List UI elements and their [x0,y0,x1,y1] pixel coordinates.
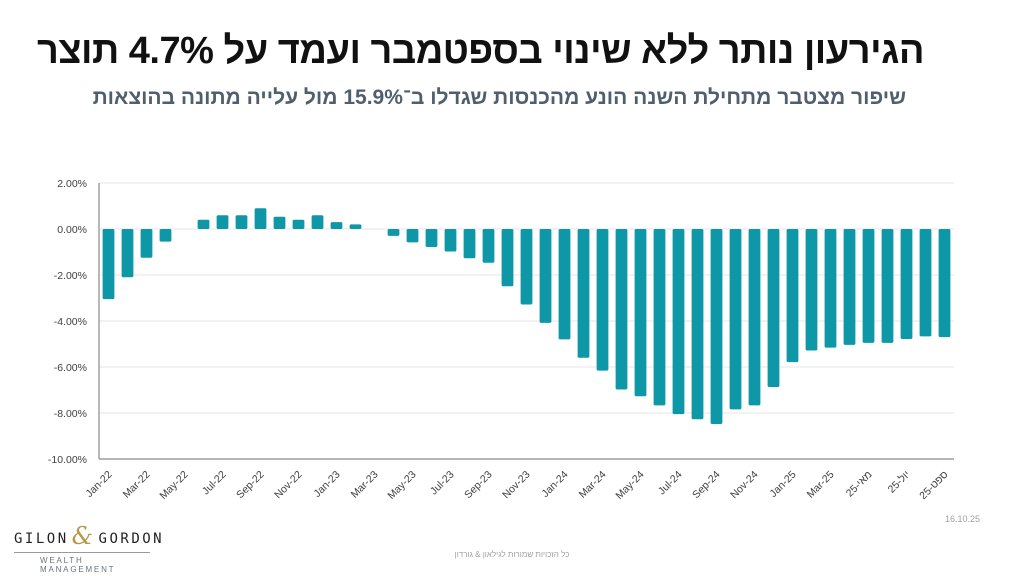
y-tick-label: 0.00% [57,224,87,236]
bar-Dec-24 [767,229,780,388]
bar-Jan-25 [786,229,799,363]
bar-Sep-22 [254,208,267,229]
bar-Jan-22 [102,229,115,300]
bar-Aug-23 [463,229,476,259]
bar-Oct-24 [729,229,742,410]
bar-Jun-22 [197,219,210,229]
bar-Aug-22 [235,215,248,229]
logo-ampersand: & [71,522,96,550]
x-tick-label: May-24 [613,469,646,502]
x-tick-label: Mar-23 [349,469,381,501]
y-tick-label: -6.00% [54,362,87,374]
bar-Jul-24 [672,229,685,415]
bar-Apr-23 [387,229,400,236]
bar-Feb-25 [805,229,818,351]
x-tick-label: ספט-25 [917,469,950,502]
x-tick-label: Jul-24 [656,469,685,498]
bar-Aug-24 [691,229,704,420]
x-tick-label: Jan-24 [539,469,570,500]
bars [102,208,951,425]
bar-Jan-23 [330,222,343,229]
bar-Dec-23 [539,229,552,323]
bar-Jun-25 [881,229,894,343]
bar-Oct-23 [501,229,514,287]
x-tick-label: יול-25 [886,469,913,496]
page-title: הגירעון נותר ללא שינוי בספטמבר ועמד על 4… [36,30,925,72]
company-logo: GILON & GORDON WEALTH MANAGEMENT [14,522,162,574]
x-tick-label: מאי-25 [844,469,875,500]
bar-Dec-22 [311,215,324,229]
bar-Oct-22 [273,216,286,229]
x-tick-label: May-22 [157,469,190,502]
x-tick-label: Nov-23 [500,469,533,502]
bar-Apr-24 [615,229,628,390]
bar-May-23 [406,229,419,243]
bar-Nov-24 [748,229,761,406]
x-tick-label: Nov-24 [728,469,761,502]
bar-Apr-22 [159,229,172,242]
logo-subtitle: WEALTH MANAGEMENT [40,556,116,574]
bar-Aug-25 [919,229,932,337]
copyright-text: כל הזכויות שמורות לגילאון & גורדון [454,550,570,559]
bar-Nov-22 [292,219,305,229]
y-tick-label: -8.00% [54,408,87,420]
bar-Sep-25 [938,229,951,338]
x-tick-label: Sep-22 [234,469,267,502]
slide-date: 16.10.25 [944,514,980,524]
logo-divider [14,552,150,553]
y-tick-label: 2.00% [57,178,87,190]
x-tick-label: Jul-23 [428,469,457,498]
logo-word-right: GORDON [98,531,165,547]
x-tick-label: Sep-24 [690,469,723,502]
bar-Feb-24 [577,229,590,358]
bar-Mar-25 [824,229,837,348]
bar-Nov-23 [520,229,533,305]
x-tick-label: Mar-22 [121,469,153,501]
x-tick-label: Jul-22 [200,469,229,498]
bar-Sep-24 [710,229,723,425]
x-tick-label: Jan-25 [767,469,798,500]
bar-Jun-24 [653,229,666,406]
bar-Mar-22 [140,229,153,258]
x-tick-label: May-23 [385,469,418,502]
bar-Mar-24 [596,229,609,371]
x-tick-label: Sep-23 [462,469,495,502]
bar-Feb-22 [121,229,134,278]
y-axis-ticks: 2.00% 0.00% -2.00% -4.00% -6.00% -8.00% -10.00… [48,178,87,466]
x-axis-ticks: Jan-22 Mar-22 May-22 Jul-22 Sep-22 Nov-22 Jan-… [83,469,950,503]
y-tick-label: -2.00% [54,270,87,282]
axes [98,183,954,460]
bar-Jun-23 [425,229,438,247]
x-tick-label: Mar-24 [577,469,609,501]
x-tick-label: Mar-25 [805,469,837,501]
bar-Jul-23 [444,229,457,252]
page-subtitle: שיפור מצטבר מתחילת השנה הונע מהכנסות שגד… [92,86,906,109]
x-tick-label: Jan-23 [311,469,342,500]
bar-Jan-24 [558,229,571,340]
bar-Jul-22 [216,215,229,229]
bar-Feb-23 [349,224,362,229]
logo-word-left: GILON [14,531,69,547]
bar-Sep-23 [482,229,495,263]
bar-Apr-25 [843,229,856,345]
x-tick-label: Nov-22 [272,469,305,502]
bar-May-24 [634,229,647,397]
bar-Jul-25 [900,229,913,339]
y-tick-label: -4.00% [54,316,87,328]
y-tick-label: -10.00% [48,454,87,466]
x-tick-label: Jan-22 [83,469,114,500]
bar-May-25 [862,229,875,343]
